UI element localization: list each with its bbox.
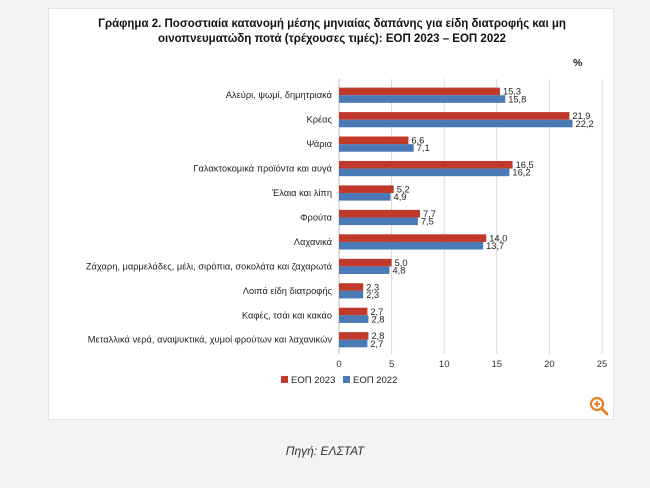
data-label: 2,8	[371, 331, 384, 341]
data-label: 2,3	[366, 290, 379, 300]
bar-2023	[339, 234, 487, 242]
data-label: 2,8	[371, 314, 384, 324]
bar-2022	[339, 315, 369, 323]
data-label: 22,2	[576, 119, 594, 129]
source-note: Πηγή: ΕΛΣΤΑΤ	[285, 444, 365, 458]
category-label: Γαλακτοκομικά προϊόντα και αυγά	[193, 164, 332, 174]
legend-swatch	[343, 375, 350, 383]
data-label: 4,9	[394, 192, 407, 202]
data-label: 7,5	[421, 217, 434, 227]
category-label: Ζάχαρη, μαρμελάδες, μέλι, σιρόπια, σοκολ…	[86, 261, 333, 271]
bar-2022	[339, 217, 418, 226]
bar-2022	[339, 290, 364, 299]
category-label: Μεταλλικά νερά, αναψυκτικά, χυμοί φρούτω…	[88, 335, 333, 345]
bar-2023	[339, 185, 394, 194]
data-label: 5,0	[395, 258, 408, 268]
bar-2022	[339, 168, 510, 177]
zoom-in-icon[interactable]	[589, 396, 609, 416]
chart-title-line-2: οινοπνευματώδη ποτά (τρέχουσες τιμές): Ε…	[157, 33, 507, 45]
legend-swatch	[281, 375, 288, 383]
data-label: 2,7	[370, 307, 383, 317]
bar-2023	[339, 160, 513, 169]
x-tick-label: 25	[597, 359, 608, 370]
bar-2022	[339, 95, 506, 103]
category-label: Έλαια και λίπη	[271, 188, 332, 198]
category-label: Λοιπά είδη διατροφής	[243, 286, 333, 296]
x-tick-label: 10	[439, 359, 450, 370]
data-label: 13,7	[486, 241, 504, 251]
bar-2022	[339, 266, 390, 274]
bar-2023	[339, 332, 369, 340]
bar-2022	[339, 193, 391, 201]
chart-title-line-1: Γράφημα 2. Ποσοστιαία κατανομή μέσης μην…	[98, 18, 566, 30]
category-label: Αλεύρι, ψωμί, δημητριακά	[226, 90, 333, 100]
category-label: Κρέας	[307, 115, 333, 125]
x-tick-label: 5	[389, 359, 394, 370]
bar-2023	[339, 258, 392, 267]
chart-title: Γράφημα 2. Ποσοστιαία κατανομή μέσης μην…	[49, 17, 615, 47]
bar-2022	[339, 119, 573, 128]
data-label: 14,0	[489, 233, 507, 243]
category-label: Λαχανικά	[294, 237, 333, 247]
data-label: 2,3	[366, 282, 379, 292]
bar-2023	[339, 112, 570, 120]
unit-label: %	[573, 57, 583, 69]
bar-chart: 0 5 10 15 20 25 Αλεύρι, ψωμί, δημητριακά 15,315…	[86, 79, 608, 386]
bar-2022	[339, 144, 414, 152]
bar-2023	[339, 283, 364, 291]
legend-label: ΕΟΠ 2023	[291, 375, 335, 386]
bar-2022	[339, 339, 368, 348]
category-label: Ψάρια	[306, 139, 332, 149]
x-tick-label: 0	[336, 359, 341, 370]
data-label: 6,6	[411, 136, 424, 146]
bar-2022	[339, 241, 484, 250]
data-label: 5,2	[397, 185, 410, 195]
bar-2023	[339, 307, 368, 316]
x-tick-label: 15	[492, 359, 503, 370]
data-label: 15,8	[508, 94, 526, 104]
category-label: Καφές, τσάι και κακάο	[242, 310, 332, 320]
chart-card: Γράφημα 2. Ποσοστιαία κατανομή μέσης μην…	[48, 8, 614, 420]
data-label: 7,1	[417, 143, 430, 153]
data-label: 21,9	[572, 111, 590, 121]
data-label: 2,7	[370, 339, 383, 349]
bar-2023	[339, 136, 409, 145]
bar-2023	[339, 209, 421, 218]
data-label: 16,2	[512, 168, 530, 178]
data-label: 7,7	[423, 209, 436, 219]
data-label: 16,5	[516, 160, 534, 170]
x-tick-label: 20	[544, 359, 555, 370]
bar-2023	[339, 87, 500, 96]
legend-label: ΕΟΠ 2022	[353, 375, 397, 386]
category-label: Φρούτα	[300, 212, 333, 222]
data-label: 15,3	[503, 87, 521, 97]
data-label: 4,8	[392, 265, 405, 275]
